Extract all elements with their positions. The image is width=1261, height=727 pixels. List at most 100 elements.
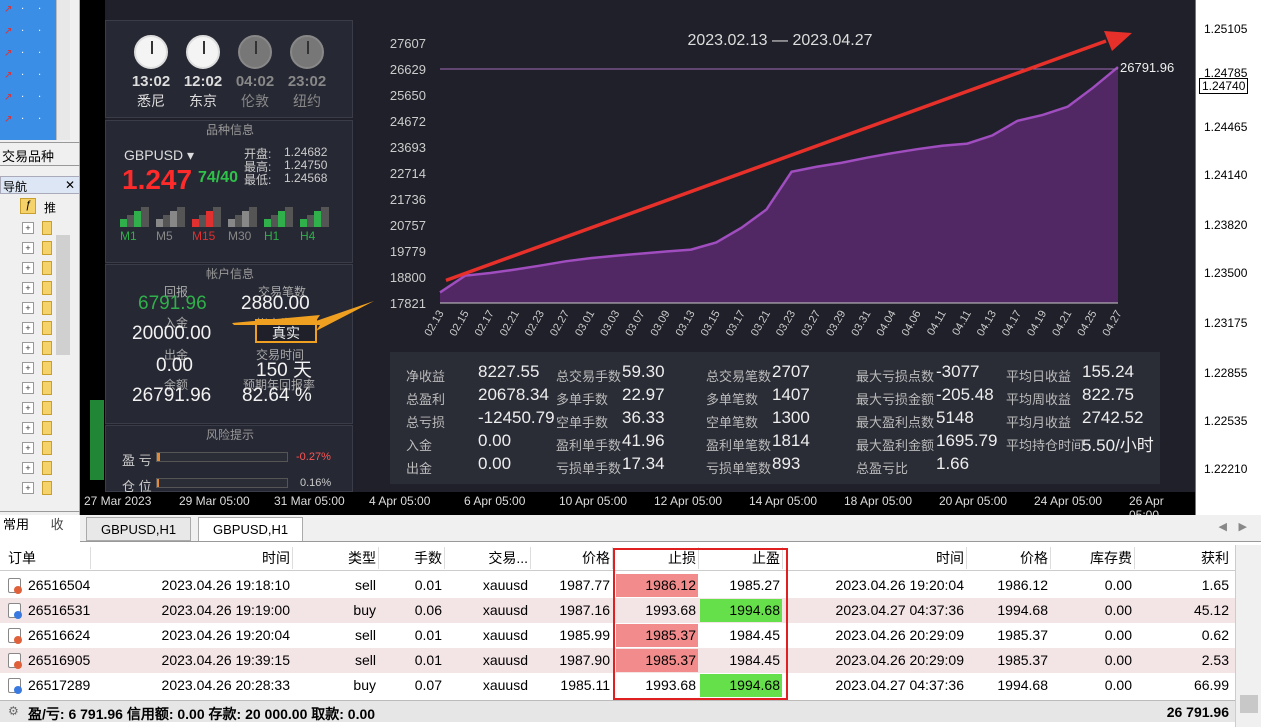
timeframe-signals: M1 M5 M15 M30 H1 H4 xyxy=(120,203,340,261)
symbol-grid-scrollbar[interactable] xyxy=(56,0,70,140)
column-header[interactable]: 价格 xyxy=(582,550,610,566)
tree-expand-icon[interactable]: + xyxy=(22,362,34,374)
timeframe-label[interactable]: M30 xyxy=(228,229,252,243)
tree-expand-icon[interactable]: + xyxy=(22,462,34,474)
column-header[interactable]: 获利 xyxy=(1201,550,1229,566)
expert-icon[interactable]: ƒ xyxy=(20,198,36,214)
tree-expand-icon[interactable]: + xyxy=(22,382,34,394)
stat-value: 155.24 xyxy=(1082,362,1134,381)
table-scrollbar[interactable] xyxy=(1235,545,1261,727)
symbol-select[interactable]: GBPUSD ▾ xyxy=(124,147,194,164)
navigator-close-button[interactable]: ✕ xyxy=(64,178,75,192)
column-divider[interactable] xyxy=(612,547,613,569)
column-divider[interactable] xyxy=(530,547,531,569)
column-divider[interactable] xyxy=(782,547,783,569)
column-divider[interactable] xyxy=(1134,547,1135,569)
tree-expand-icon[interactable]: + xyxy=(22,442,34,454)
column-header[interactable]: 订单 xyxy=(8,550,36,566)
column-divider[interactable] xyxy=(1050,547,1051,569)
column-header[interactable]: 手数 xyxy=(414,550,442,566)
timeframe-label[interactable]: H1 xyxy=(264,229,280,243)
equity-line xyxy=(439,66,1119,294)
trades-label: 交易笔数 xyxy=(258,285,307,299)
table-cell: 1985.27 xyxy=(729,577,780,593)
price-axis-label: 1.23820 xyxy=(1204,218,1248,232)
stat-value: 2707 xyxy=(772,362,810,381)
footer-total: 26 791.96 xyxy=(1166,704,1229,720)
tab-scroll-right-icon[interactable]: ▶ xyxy=(1238,521,1247,533)
x-tick-label: 04.11 xyxy=(925,309,949,338)
tab-common-label[interactable]: 常用 xyxy=(3,517,30,532)
timeframe-label[interactable]: H4 xyxy=(300,229,316,243)
tab-scroll-left-icon[interactable]: ◀ xyxy=(1218,521,1227,533)
column-divider[interactable] xyxy=(90,547,91,569)
tree-expand-icon[interactable]: + xyxy=(22,402,34,414)
timeframe-label[interactable]: M15 xyxy=(192,229,216,243)
column-header[interactable]: 止盈 xyxy=(752,550,780,566)
tree-expand-icon[interactable]: + xyxy=(22,242,34,254)
signal-bar xyxy=(177,207,185,227)
symbol-grid-cell: ↗ xyxy=(4,70,13,81)
x-tick-label: 04.25 xyxy=(1075,309,1099,339)
price-axis-label: 1.24140 xyxy=(1204,168,1248,182)
tree-expand-icon[interactable]: + xyxy=(22,282,34,294)
column-header[interactable]: 价格 xyxy=(1020,550,1048,566)
stat-value: 0.00 xyxy=(478,431,512,450)
column-header[interactable]: 库存费 xyxy=(1090,550,1132,566)
tree-expand-icon[interactable]: + xyxy=(22,322,34,334)
tree-expand-icon[interactable]: + xyxy=(22,302,34,314)
column-divider[interactable] xyxy=(966,547,967,569)
navigator-scrollbar[interactable] xyxy=(56,235,70,355)
equity-chart-svg: 2023.02.13 — 2023.04.27 17821 18800 19779 20… xyxy=(390,31,1174,339)
stat-label: 空单笔数 xyxy=(706,415,759,430)
order-type-dot xyxy=(14,611,22,619)
column-divider[interactable] xyxy=(444,547,445,569)
table-scroll-thumb[interactable] xyxy=(1240,695,1258,713)
tab-common[interactable]: 常用 收 xyxy=(0,511,80,533)
stat-value: 1.66 xyxy=(936,454,970,473)
column-header[interactable]: 类型 xyxy=(348,550,376,566)
column-header[interactable]: 交易... xyxy=(488,550,528,566)
signal-bar xyxy=(170,211,178,227)
equity-chart: 2023.02.13 — 2023.04.27 17821 18800 19779 20… xyxy=(358,15,1188,345)
balance-label: 余额 xyxy=(164,378,189,392)
signal-bar xyxy=(278,211,286,227)
x-tick-label: 04.19 xyxy=(1025,309,1049,339)
stat-value: 5148 xyxy=(936,408,974,427)
tree-expand-icon[interactable]: + xyxy=(22,482,34,494)
table-row[interactable]: 26516531 2023.04.26 19:19:00 buy 0.06 xauusd… xyxy=(0,598,1235,623)
tab-favorites-label[interactable]: 收 xyxy=(50,517,64,532)
timeframe-label[interactable]: M1 xyxy=(120,229,137,243)
tree-expand-icon[interactable]: + xyxy=(22,222,34,234)
table-cell: 1986.12 xyxy=(645,577,696,593)
chevron-down-icon[interactable]: ▾ xyxy=(187,147,195,163)
price-axis-label: 1.23500 xyxy=(1204,266,1248,280)
column-divider[interactable] xyxy=(698,547,699,569)
symbol-grid-cell: · xyxy=(21,26,25,37)
tree-expand-icon[interactable]: + xyxy=(22,342,34,354)
column-divider[interactable] xyxy=(292,547,293,569)
table-row[interactable]: 26516504 2023.04.26 19:18:10 sell 0.01 xauus… xyxy=(0,573,1235,598)
tp-hit-highlight xyxy=(700,674,782,697)
return-label: 回报 xyxy=(164,285,189,299)
high-value: 1.24750 xyxy=(284,158,328,172)
table-row[interactable]: 26516624 2023.04.26 19:20:04 sell 0.01 xauus… xyxy=(0,623,1235,648)
symbol-name[interactable]: GBPUSD xyxy=(124,147,184,163)
tree-expand-icon[interactable]: + xyxy=(22,262,34,274)
table-row[interactable]: 26516905 2023.04.26 19:39:15 sell 0.01 xauus… xyxy=(0,648,1235,673)
chart-tab-2[interactable]: GBPUSD,H1 xyxy=(198,517,304,541)
order-type-dot xyxy=(14,661,22,669)
table-cell: 0.01 xyxy=(414,652,442,668)
chart-tab-1[interactable]: GBPUSD,H1 xyxy=(86,517,192,541)
tree-expand-icon[interactable]: + xyxy=(22,422,34,434)
column-header[interactable]: 止损 xyxy=(668,550,696,566)
timeframe-label[interactable]: M5 xyxy=(156,229,173,243)
column-header[interactable]: 时间 xyxy=(936,550,964,566)
symbol-info-box: 品种信息 GBPUSD ▾ 1.247 74/40 开盘: 1.24682 最高… xyxy=(105,120,353,263)
column-divider[interactable] xyxy=(378,547,379,569)
column-header[interactable]: 时间 xyxy=(262,550,290,566)
stat-label: 总盈利 xyxy=(406,392,446,407)
table-row[interactable]: 26517289 2023.04.26 20:28:33 buy 0.07 xauusd… xyxy=(0,673,1235,698)
navigator-item[interactable]: 推 xyxy=(44,201,57,215)
tab-trade-symbols[interactable]: 交易品种 xyxy=(0,142,80,166)
